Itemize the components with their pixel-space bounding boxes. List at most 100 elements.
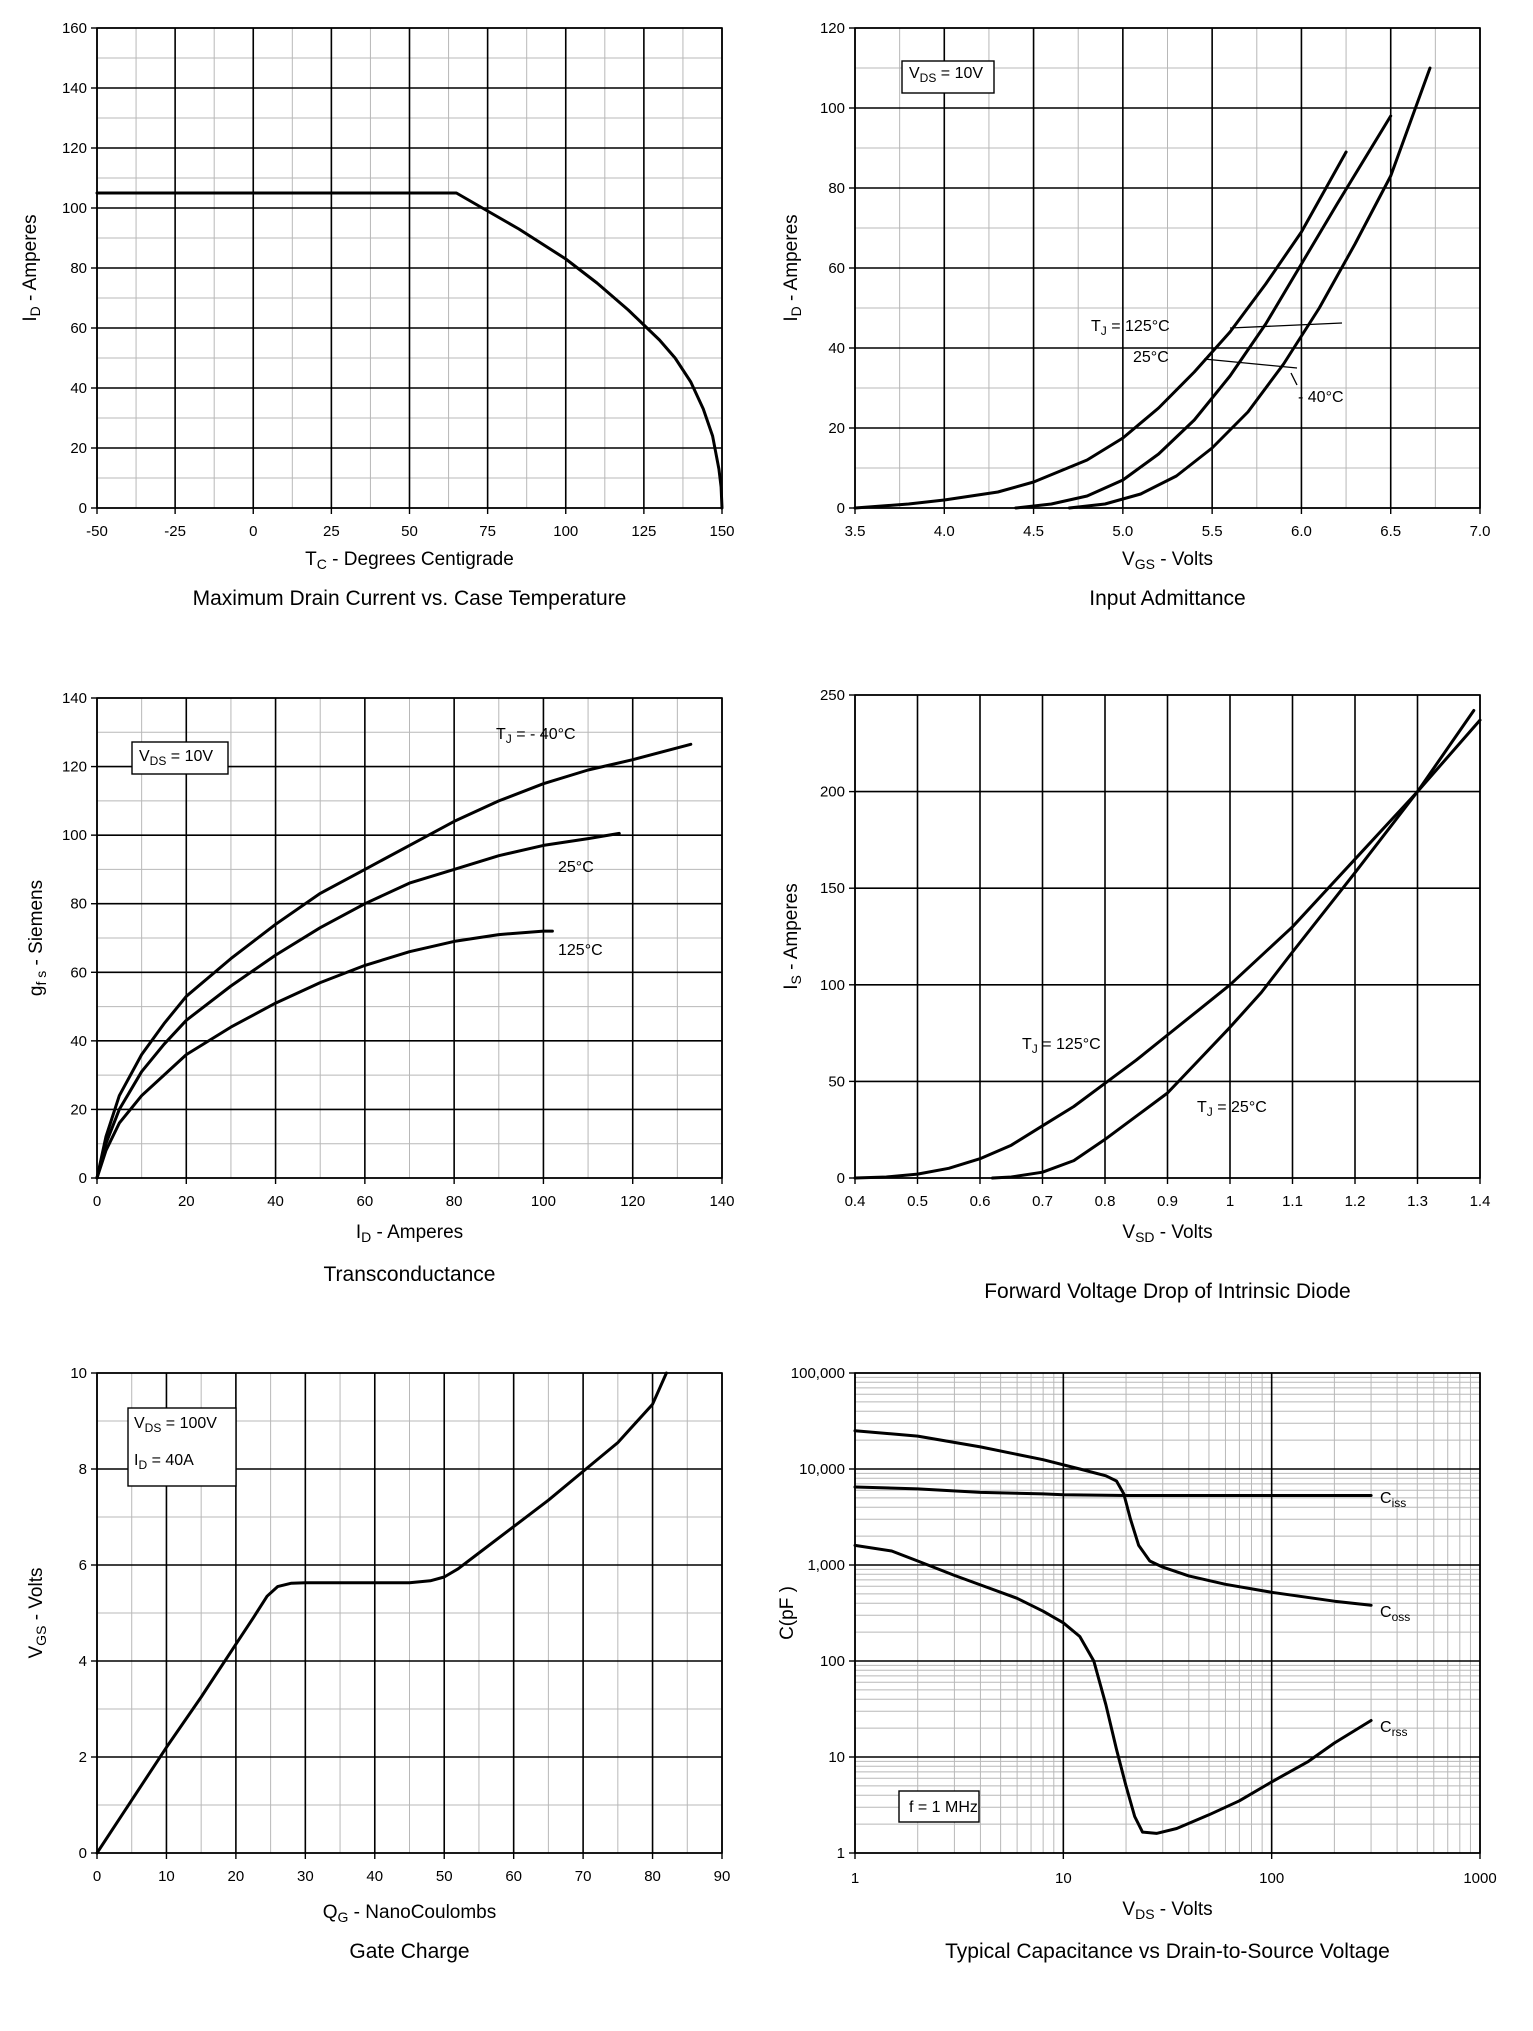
x-tick-label: 75 — [479, 523, 496, 540]
y-tick-label: 20 — [70, 440, 87, 457]
y-tick-label: 200 — [820, 784, 845, 801]
annotation-leader — [1229, 322, 1343, 329]
x-tick-label: 20 — [228, 1868, 245, 1885]
x-tick-label: 125 — [631, 523, 656, 540]
x-tick-label: 0.7 — [1032, 1193, 1053, 1210]
y-tick-label: 40 — [828, 340, 845, 357]
y-tick-label: 1 — [837, 1845, 845, 1862]
x-tick-label: 1.3 — [1407, 1193, 1428, 1210]
x-tick-label: 150 — [709, 523, 734, 540]
x-tick-label: 40 — [366, 1868, 383, 1885]
y-axis-label: ID - Amperes — [781, 214, 804, 321]
x-tick-label: 120 — [620, 1193, 645, 1210]
y-tick-label: 10 — [70, 1365, 87, 1382]
series-line-25-c — [1014, 114, 1393, 510]
y-tick-label: 60 — [70, 964, 87, 981]
y-tick-label: 140 — [62, 80, 87, 97]
chart-title: Typical Capacitance vs Drain-to-Source V… — [945, 1940, 1390, 1963]
chart-c2: 3.5 4.0 4.5 5.0 5.5 6.0 6.5 7.0 0 20 40 60 80 100 120 V… — [781, 20, 1490, 610]
y-tick-label: 1,000 — [807, 1557, 845, 1574]
x-tick-label: 5.5 — [1202, 523, 1223, 540]
x-tick-label: 0 — [93, 1868, 101, 1885]
y-tick-label: 0 — [79, 1845, 87, 1862]
x-tick-label: 50 — [436, 1868, 453, 1885]
x-tick-label: 4.5 — [1023, 523, 1044, 540]
annotation-leader — [1203, 358, 1298, 369]
x-tick-label: 30 — [297, 1868, 314, 1885]
x-tick-label: 5.0 — [1112, 523, 1133, 540]
chart-c6: 1 10 100 1000 1 10 100 1,000 10,000 100,000 VDS - … — [777, 1365, 1497, 1963]
x-tick-label: 6.5 — [1380, 523, 1401, 540]
annotation-label: - 40°C — [1298, 389, 1344, 406]
annotation-label: 25°C — [558, 859, 594, 876]
series-line-t-j-25-c — [991, 709, 1476, 1180]
series-line-t-j-40-c — [95, 742, 693, 1180]
annotation-label: Coss — [1380, 1604, 1410, 1624]
y-tick-label: 6 — [79, 1557, 87, 1574]
y-tick-label: 100 — [820, 977, 845, 994]
x-tick-label: 1.4 — [1470, 1193, 1491, 1210]
y-tick-label: 2 — [79, 1749, 87, 1766]
annotation-box — [127, 1407, 237, 1487]
x-axis-label: QG - NanoCoulombs — [323, 1902, 497, 1925]
y-tick-label: 10,000 — [799, 1461, 845, 1478]
series-line-v-gs — [95, 1371, 668, 1855]
annotation-leader — [1290, 372, 1298, 386]
annotation-label: ID = 40A — [134, 1452, 194, 1472]
chart-c5: 0 10 20 30 40 50 60 70 80 90 0 2 4 6 8 10 QG - NanoCoulo… — [26, 1365, 730, 1963]
annotation-label: Ciss — [1380, 1490, 1406, 1510]
x-tick-label: 60 — [505, 1868, 522, 1885]
x-tick-label: 1.1 — [1282, 1193, 1303, 1210]
y-tick-label: 50 — [828, 1073, 845, 1090]
y-axis-label: C(pF ) — [777, 1586, 798, 1640]
series-line-t-j-125-c — [853, 150, 1348, 510]
x-tick-label: -25 — [164, 523, 186, 540]
y-tick-label: 10 — [828, 1749, 845, 1766]
series-line-t-j-125-c — [853, 718, 1482, 1180]
x-tick-label: 7.0 — [1470, 523, 1491, 540]
series-line-25-c — [95, 831, 621, 1180]
x-tick-label: 0.5 — [907, 1193, 928, 1210]
y-tick-label: 0 — [79, 500, 87, 517]
y-tick-label: 120 — [62, 140, 87, 157]
annotation-label: Crss — [1380, 1719, 1408, 1739]
x-tick-label: 0 — [93, 1193, 101, 1210]
x-tick-label: 100 — [553, 523, 578, 540]
x-tick-label: 3.5 — [845, 523, 866, 540]
chart-c4: 0.4 0.5 0.6 0.7 0.8 0.9 1 1.1 1.2 1.3 1.4 0 50 100 150… — [781, 687, 1490, 1303]
x-tick-label: 40 — [267, 1193, 284, 1210]
y-tick-label: 140 — [62, 690, 87, 707]
chart-title: Transconductance — [324, 1263, 496, 1286]
y-tick-label: 0 — [79, 1170, 87, 1187]
x-axis-label: VDS - Volts — [1122, 1899, 1212, 1922]
annotation-label: 25°C — [1133, 349, 1169, 366]
x-tick-label: 25 — [323, 523, 340, 540]
y-tick-label: 100 — [820, 1653, 845, 1670]
x-axis-label: VGS - Volts — [1122, 549, 1213, 572]
y-axis-label: ID - Amperes — [20, 214, 43, 321]
annotation-label: TJ = 125°C — [1091, 318, 1170, 338]
series-line-ciss — [853, 1485, 1373, 1497]
y-axis-label: VGS - Volts — [26, 1568, 49, 1659]
annotation-label: VDS = 100V — [134, 1415, 217, 1435]
x-tick-label: 90 — [714, 1868, 731, 1885]
chart-c3: 0 20 40 60 80 100 120 140 0 20 40 60 80 100 120 140 ID -… — [26, 690, 735, 1286]
y-tick-label: 8 — [79, 1461, 87, 1478]
y-tick-label: 20 — [828, 420, 845, 437]
series-line--40-c — [1067, 66, 1432, 510]
y-tick-label: 20 — [70, 1101, 87, 1118]
x-tick-label: 80 — [446, 1193, 463, 1210]
annotation-label: VDS = 10V — [139, 748, 213, 768]
plot-frame — [854, 27, 1481, 509]
y-tick-label: 60 — [828, 260, 845, 277]
chart-title: Gate Charge — [349, 1940, 469, 1963]
x-tick-label: 1.2 — [1345, 1193, 1366, 1210]
y-tick-label: 100 — [62, 200, 87, 217]
y-tick-label: 100 — [62, 827, 87, 844]
x-tick-label: 140 — [709, 1193, 734, 1210]
plot-frame — [96, 1372, 723, 1854]
x-tick-label: 10 — [158, 1868, 175, 1885]
x-tick-label: 100 — [531, 1193, 556, 1210]
x-tick-label: 80 — [644, 1868, 661, 1885]
